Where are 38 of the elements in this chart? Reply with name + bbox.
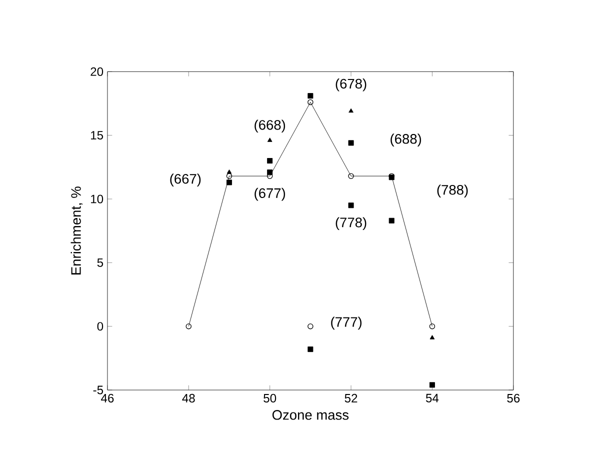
annotation: (778) [336, 217, 366, 230]
annotation: (688) [390, 134, 422, 147]
point [348, 140, 354, 146]
point [226, 173, 232, 180]
point [348, 108, 354, 113]
point [308, 324, 314, 330]
annotation: (678) [336, 78, 366, 92]
x-axis-title: Ozone mass [272, 410, 349, 420]
annotation: (777) [331, 316, 362, 330]
x-tick-label: 48 [182, 394, 195, 403]
point [388, 218, 394, 224]
y-tick-label: 15 [91, 131, 104, 140]
annotation: (667) [170, 174, 201, 187]
point [267, 138, 272, 142]
annotation: (788) [437, 184, 468, 198]
x-tick-label: 52 [344, 394, 358, 403]
point [429, 382, 435, 388]
point [308, 346, 314, 352]
point [267, 158, 273, 164]
point [308, 93, 314, 99]
point [348, 173, 354, 180]
x-tick-label: 54 [426, 394, 439, 403]
y-tick-label: 5 [97, 258, 104, 268]
y-tick-label: -5 [93, 386, 104, 394]
point [430, 335, 435, 340]
point [226, 180, 232, 186]
y-tick-label: 20 [90, 68, 104, 76]
x-tick-label: 56 [507, 394, 520, 403]
point [348, 202, 354, 208]
annotation: (668) [254, 120, 286, 133]
y-tick-label: 0 [97, 322, 104, 331]
x-tick-label: 46 [100, 394, 114, 403]
point [308, 99, 314, 106]
y-tick-label: 10 [91, 194, 104, 204]
annotation: (677) [254, 188, 286, 201]
y-axis-title: Enrichment, % [70, 186, 83, 275]
point [226, 170, 232, 174]
x-tick-label: 50 [264, 394, 276, 403]
